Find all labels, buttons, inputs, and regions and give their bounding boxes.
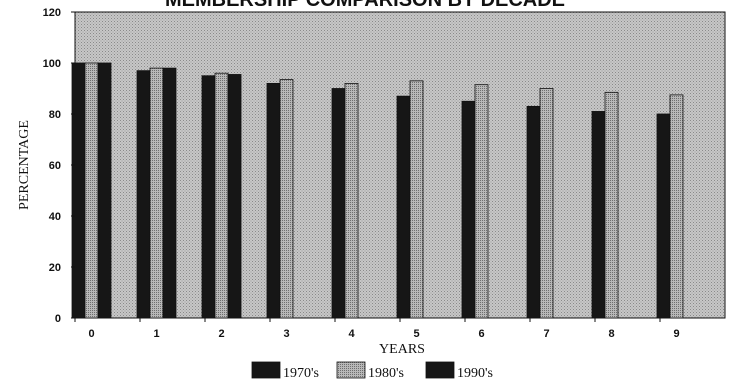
bar-1970s-7: [526, 105, 541, 319]
bar-1980s-6: [474, 84, 489, 319]
x-tick-label: 9: [673, 328, 679, 340]
x-tick-label: 1: [153, 328, 159, 340]
bar-1970s-9: [656, 113, 671, 319]
bar-1980s-5: [409, 80, 424, 319]
bar-1970s-8: [591, 111, 606, 319]
legend-swatch-1990s: [425, 361, 455, 379]
bar-1980s-7: [539, 88, 554, 319]
y-tick-label: 120: [43, 7, 61, 19]
bar-1990s-1: [162, 67, 177, 319]
bars-layer: [71, 62, 684, 319]
bar-1980s-8: [604, 91, 619, 319]
bar-1980s-0: [84, 62, 99, 319]
bar-1980s-3: [279, 79, 294, 319]
legend-swatch-1980s: [336, 361, 366, 379]
bar-1970s-1: [136, 70, 151, 319]
y-tick-label: 0: [55, 313, 61, 325]
legend: 1970's 1980's 1990's: [251, 361, 493, 381]
bar-1980s-1: [149, 67, 164, 319]
x-tick-label: 4: [348, 328, 355, 340]
y-tick-label: 100: [43, 58, 61, 70]
x-tick-label: 3: [283, 328, 289, 340]
bar-1970s-6: [461, 100, 476, 319]
x-tick-label: 2: [218, 328, 224, 340]
y-tick-label: 40: [49, 211, 61, 223]
legend-label-1970s: 1970's: [283, 366, 319, 381]
bar-1990s-2: [227, 74, 242, 319]
bar-1980s-9: [669, 94, 684, 319]
chart-title: MEMBERSHIP COMPARISON BY DECADE: [165, 0, 565, 11]
y-axis-label: PERCENTAGE: [17, 120, 32, 210]
y-tick-label: 20: [49, 262, 61, 274]
legend-swatch-1970s: [251, 361, 281, 379]
x-tick-label: 6: [478, 328, 484, 340]
y-tick-label: 80: [49, 109, 61, 121]
bar-1970s-4: [331, 88, 346, 319]
legend-label-1990s: 1990's: [457, 366, 493, 381]
bar-1970s-2: [201, 75, 216, 319]
x-axis-label: YEARS: [379, 342, 425, 357]
bar-1970s-3: [266, 83, 281, 319]
bar-1970s-0: [71, 62, 86, 319]
y-tick-label: 60: [49, 160, 61, 172]
legend-label-1980s: 1980's: [368, 366, 404, 381]
bar-1980s-4: [344, 83, 359, 319]
y-axis: 0 20 40 60 80 100 120: [43, 7, 75, 325]
bar-1990s-0: [97, 62, 112, 319]
bar-1980s-2: [214, 72, 229, 319]
bar-1970s-5: [396, 95, 411, 319]
x-tick-label: 7: [543, 328, 549, 340]
x-tick-label: 5: [413, 328, 419, 340]
x-tick-label: 0: [88, 328, 94, 340]
x-axis: 0 1 2 3 4 5 6 7 8 9: [74, 318, 680, 340]
x-tick-label: 8: [608, 328, 614, 340]
